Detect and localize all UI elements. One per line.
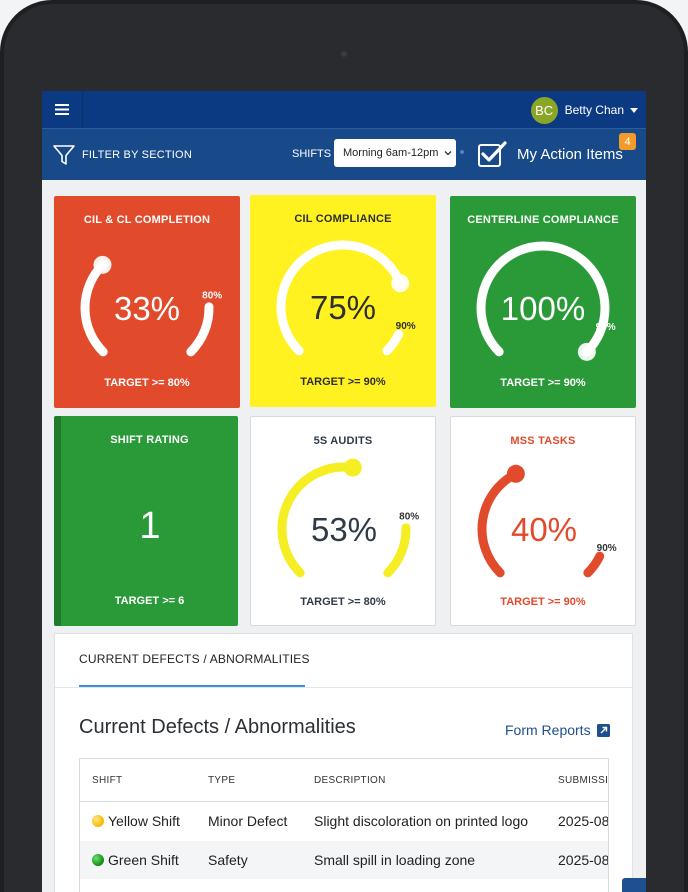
active-tab-indicator (79, 685, 305, 687)
card-title: CIL COMPLIANCE (294, 213, 392, 225)
tab-divider (55, 687, 632, 688)
card-target: TARGET >= 90% (500, 596, 586, 608)
gauge-remaining-arc (382, 329, 404, 356)
shift-cell: Yellow Shift (92, 813, 180, 829)
defects-panel: CURRENT DEFECTS / ABNORMALITIES Current … (54, 633, 633, 892)
shifts-label: SHIFTS (292, 148, 332, 160)
type-cell: Safety (208, 852, 248, 868)
card-title: 5S AUDITS (313, 435, 373, 447)
cil-cl-completion-card[interactable]: CIL & CL COMPLETION 80% 33% TARGET >= 80% (54, 196, 240, 408)
gauge-value-label: 100% (501, 290, 585, 327)
gauge-value-knob (506, 464, 525, 483)
action-items-count-badge: 4 (619, 133, 636, 150)
gauge-value-label: 75% (310, 289, 376, 326)
card-title: CENTERLINE COMPLIANCE (467, 214, 619, 226)
type-cell: Minor Defect (208, 813, 288, 829)
cil-compliance-card[interactable]: CIL COMPLIANCE 90% 75% TARGET >= 90% (250, 195, 436, 407)
submitted-cell: 2025-08 (558, 813, 609, 829)
gauge-value-label: 33% (114, 290, 180, 327)
avatar: BC (530, 96, 558, 124)
external-link-icon (596, 723, 610, 737)
gauge-target-label: 90% (597, 543, 617, 554)
gauge-remaining-arc (383, 523, 411, 578)
gauge-value-label: 40% (511, 511, 577, 548)
submitted-cell: 2025-08 (558, 852, 609, 868)
gauge-target-label: 90% (596, 322, 616, 333)
gauge-value-arc (80, 260, 108, 357)
gauge-remaining-arc (583, 551, 605, 578)
gauge-value-arc (277, 462, 358, 578)
shift-select[interactable]: Morning 6am-12pm (334, 139, 456, 167)
card-target: TARGET >= 6 (114, 595, 185, 607)
table-row[interactable]: Green Shift Safety Small spill in loadin… (80, 841, 608, 879)
gauge-value-arc (476, 241, 610, 357)
caret-down-icon (630, 107, 638, 113)
top-bar: BC Betty Chan (42, 91, 646, 128)
gauge-value-knob (391, 274, 410, 293)
green-status-dot-icon (92, 854, 104, 866)
column-header-description[interactable]: DESCRIPTION (314, 775, 386, 786)
centerline-compliance-card[interactable]: CENTERLINE COMPLIANCE 90% 100% TARGET >= 90… (450, 196, 636, 408)
card-title: SHIFT RATING (110, 434, 189, 446)
gauge-value-knob (93, 255, 112, 274)
yellow-status-dot-icon (92, 815, 104, 827)
tab-current-defects[interactable]: CURRENT DEFECTS / ABNORMALITIES (79, 652, 310, 666)
chevron-down-icon (444, 151, 452, 156)
card-target: TARGET >= 90% (500, 377, 586, 389)
gauge-value-arc (477, 469, 521, 578)
table-row[interactable]: Yellow Shift Minor Defect Slight discolo… (80, 802, 608, 840)
rating-value-label: 1 (139, 505, 160, 547)
gauge-value-label: 53% (311, 511, 377, 548)
gauge-value-arc (276, 240, 405, 356)
column-header-shift[interactable]: SHIFT (92, 775, 123, 786)
gauge-target-label: 80% (202, 290, 222, 301)
hamburger-menu-button[interactable] (42, 91, 83, 128)
rating-display: 1 (139, 505, 160, 547)
mss-tasks-card[interactable]: MSS TASKS 90% 40% TARGET >= 90% (450, 416, 636, 626)
checkbox-checked-icon (478, 141, 507, 167)
user-menu[interactable]: BC Betty Chan (530, 96, 638, 124)
card-target: TARGET >= 80% (104, 377, 190, 389)
shift-rating-card[interactable]: SHIFT RATING 1 TARGET >= 6 (54, 416, 238, 626)
column-header-type[interactable]: TYPE (208, 775, 236, 786)
description-cell: Slight discoloration on printed logo (314, 813, 529, 829)
form-reports-link[interactable]: Form Reports (505, 722, 610, 738)
5s-audits-card[interactable]: 5S AUDITS 80% 53% TARGET >= 80% (250, 416, 436, 626)
scroll-to-top-button[interactable] (622, 878, 646, 892)
card-target: TARGET >= 80% (300, 596, 386, 608)
gauge-chart: 80% 53% (277, 458, 419, 578)
camera-lens (338, 48, 350, 60)
filter-icon (53, 145, 75, 165)
user-name: Betty Chan (564, 103, 624, 117)
card-title: MSS TASKS (510, 435, 576, 447)
filter-by-section-button[interactable]: FILTER BY SECTION (52, 143, 192, 167)
filter-bar: FILTER BY SECTION SHIFTS Morning 6am-12p… (42, 128, 646, 180)
hamburger-icon (55, 104, 69, 115)
column-header-submitted[interactable]: SUBMISSI (558, 775, 609, 786)
filter-label: FILTER BY SECTION (82, 149, 192, 161)
app-screen: BC Betty Chan FILTER BY SECTION SHIFTS M… (42, 91, 646, 892)
my-action-items-button[interactable]: My Action Items (477, 140, 623, 168)
shift-selected-value: Morning 6am-12pm (343, 147, 439, 159)
gauge-chart: 80% 33% (80, 255, 222, 357)
defects-table: SHIFT TYPE DESCRIPTION SUBMISSI Yellow S… (79, 758, 609, 892)
gauge-chart: 90% 75% (276, 240, 416, 356)
my-action-items-label: My Action Items (517, 145, 623, 163)
card-target: TARGET >= 90% (300, 376, 386, 388)
section-title: Current Defects / Abnormalities (79, 716, 356, 738)
gauge-value-knob (577, 342, 596, 361)
form-reports-label: Form Reports (505, 722, 591, 738)
shift-cell: Green Shift (92, 852, 179, 868)
gauge-value-knob (343, 458, 362, 477)
separator-dot (460, 150, 464, 154)
card-title: CIL & CL COMPLETION (83, 214, 211, 226)
description-cell: Small spill in loading zone (314, 852, 476, 868)
gauge-target-label: 90% (396, 321, 416, 332)
gauge-chart: 90% 100% (476, 241, 616, 361)
table-header-divider (80, 801, 608, 802)
gauge-remaining-arc (186, 302, 214, 357)
gauge-target-label: 80% (399, 511, 419, 522)
gauge-chart: 90% 40% (477, 464, 617, 578)
